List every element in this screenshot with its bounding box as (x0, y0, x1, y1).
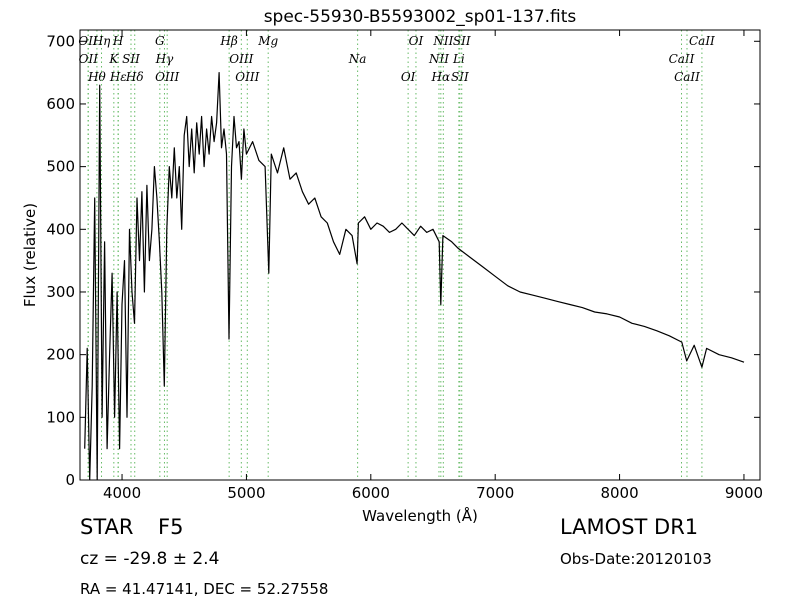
y-tick-label: 100 (46, 408, 75, 426)
spectral-line-label: Hδ (125, 70, 144, 84)
y-tick-label: 200 (46, 346, 75, 364)
spectral-line-label: CaII (689, 34, 715, 48)
spectral-line-label: OIII (155, 70, 179, 84)
spectral-line-label: K (108, 52, 119, 66)
spectral-line-label: SII (451, 70, 469, 84)
y-tick-label: 400 (46, 220, 75, 238)
spectral-line-label: SII (122, 52, 140, 66)
survey: LAMOST DR1 (560, 515, 698, 539)
spectral-line-label: Hγ (155, 52, 174, 66)
spectral-line-label: CaII (674, 70, 700, 84)
spectral-line-label: NII (432, 34, 453, 48)
subclass: F5 (158, 515, 183, 539)
y-tick-label: 700 (46, 32, 75, 50)
x-tick-label: 7000 (476, 484, 514, 502)
spectral-line-label: Na (348, 52, 367, 66)
x-axis-label: Wavelength (Å) (362, 506, 478, 525)
y-tick-label: 0 (65, 471, 75, 489)
spectral-line-label: CaII (669, 52, 695, 66)
redshift: cz = -29.8 ± 2.4 (80, 549, 219, 569)
x-tick-label: 9000 (725, 484, 763, 502)
obs-date: Obs-Date:20120103 (560, 550, 712, 568)
spectral-line-label: Hη (92, 34, 111, 48)
chart-title: spec-55930-B5593002_sp01-137.fits (264, 7, 577, 27)
spectral-line-label: Mg (257, 34, 278, 48)
y-tick-label: 600 (46, 95, 75, 113)
spectral-line-label: Hα (431, 70, 451, 84)
x-tick-label: 4000 (103, 484, 141, 502)
spectral-line-label: Li (452, 52, 465, 66)
plot-area: OII OII Hθ Hη K Hε H SII Hδ G Hγ OIII Hβ OIII OIII Mg Na… (46, 29, 763, 502)
coordinates: RA = 41.47141, DEC = 52.27558 (80, 580, 328, 598)
spectrum (84, 72, 745, 480)
spectral-line-label: Hβ (219, 34, 237, 48)
spectral-line-label: OIII (229, 52, 253, 66)
spectral-line-label: OI (409, 34, 424, 48)
x-tick-label: 5000 (227, 484, 265, 502)
spectral-line-label: Hε (109, 70, 127, 84)
spectral-line-label: SII (453, 34, 471, 48)
spectral-line-label: OIII (235, 70, 259, 84)
spectral-line-label: Hθ (87, 70, 106, 84)
y-tick-label: 300 (46, 283, 75, 301)
spectral-line-label: H (112, 34, 124, 48)
object-class: STAR (80, 515, 133, 539)
x-tick-label: 8000 (600, 484, 638, 502)
spectral-line-label: NII (428, 52, 449, 66)
x-tick-label: 6000 (352, 484, 390, 502)
spectral-line-label: OI (401, 70, 416, 84)
y-axis-label: Flux (relative) (21, 203, 39, 307)
y-tick-label: 500 (46, 158, 75, 176)
spectral-line-label: OII (78, 34, 98, 48)
spectral-line-label: OII (79, 52, 99, 66)
spectral-line-label: G (155, 34, 165, 48)
axes-frame (79, 29, 761, 481)
